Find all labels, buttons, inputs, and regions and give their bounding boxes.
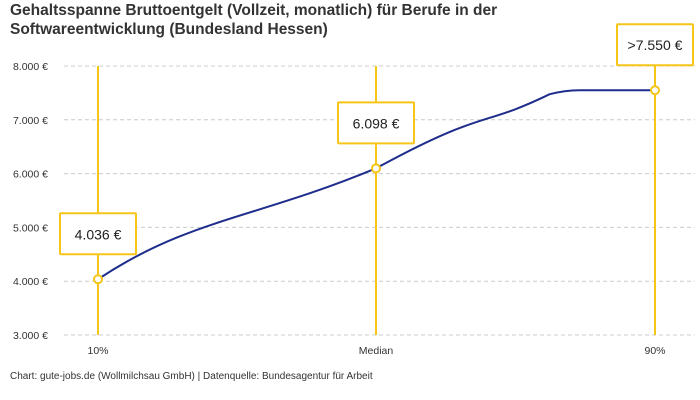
data-label-box [59,212,137,256]
data-label-box [616,23,694,67]
chart-title: Gehaltsspanne Bruttoentgelt (Vollzeit, m… [10,2,498,38]
y-tick-label: 8.000 € [13,61,48,73]
series-line [97,89,655,281]
chart-source: Chart: gute-jobs.de (Wollmilchsau GmbH) … [10,371,373,382]
data-point [371,163,381,174]
data-label: 6.098 € [353,115,400,131]
data-point [93,274,103,285]
data-label: 4.036 € [75,226,122,242]
x-tick-label: Median [359,345,394,357]
x-tick-label: 90% [644,345,665,357]
y-tick-label: 3.000 € [13,330,48,342]
data-label: >7.550 € [628,37,683,53]
x-tick-label: 10% [87,345,108,357]
data-point [650,85,660,96]
data-label-box [337,101,415,145]
y-tick-label: 7.000 € [13,115,48,127]
y-tick-label: 5.000 € [13,222,48,234]
y-tick-label: 4.000 € [13,276,48,288]
y-tick-label: 6.000 € [13,169,48,181]
